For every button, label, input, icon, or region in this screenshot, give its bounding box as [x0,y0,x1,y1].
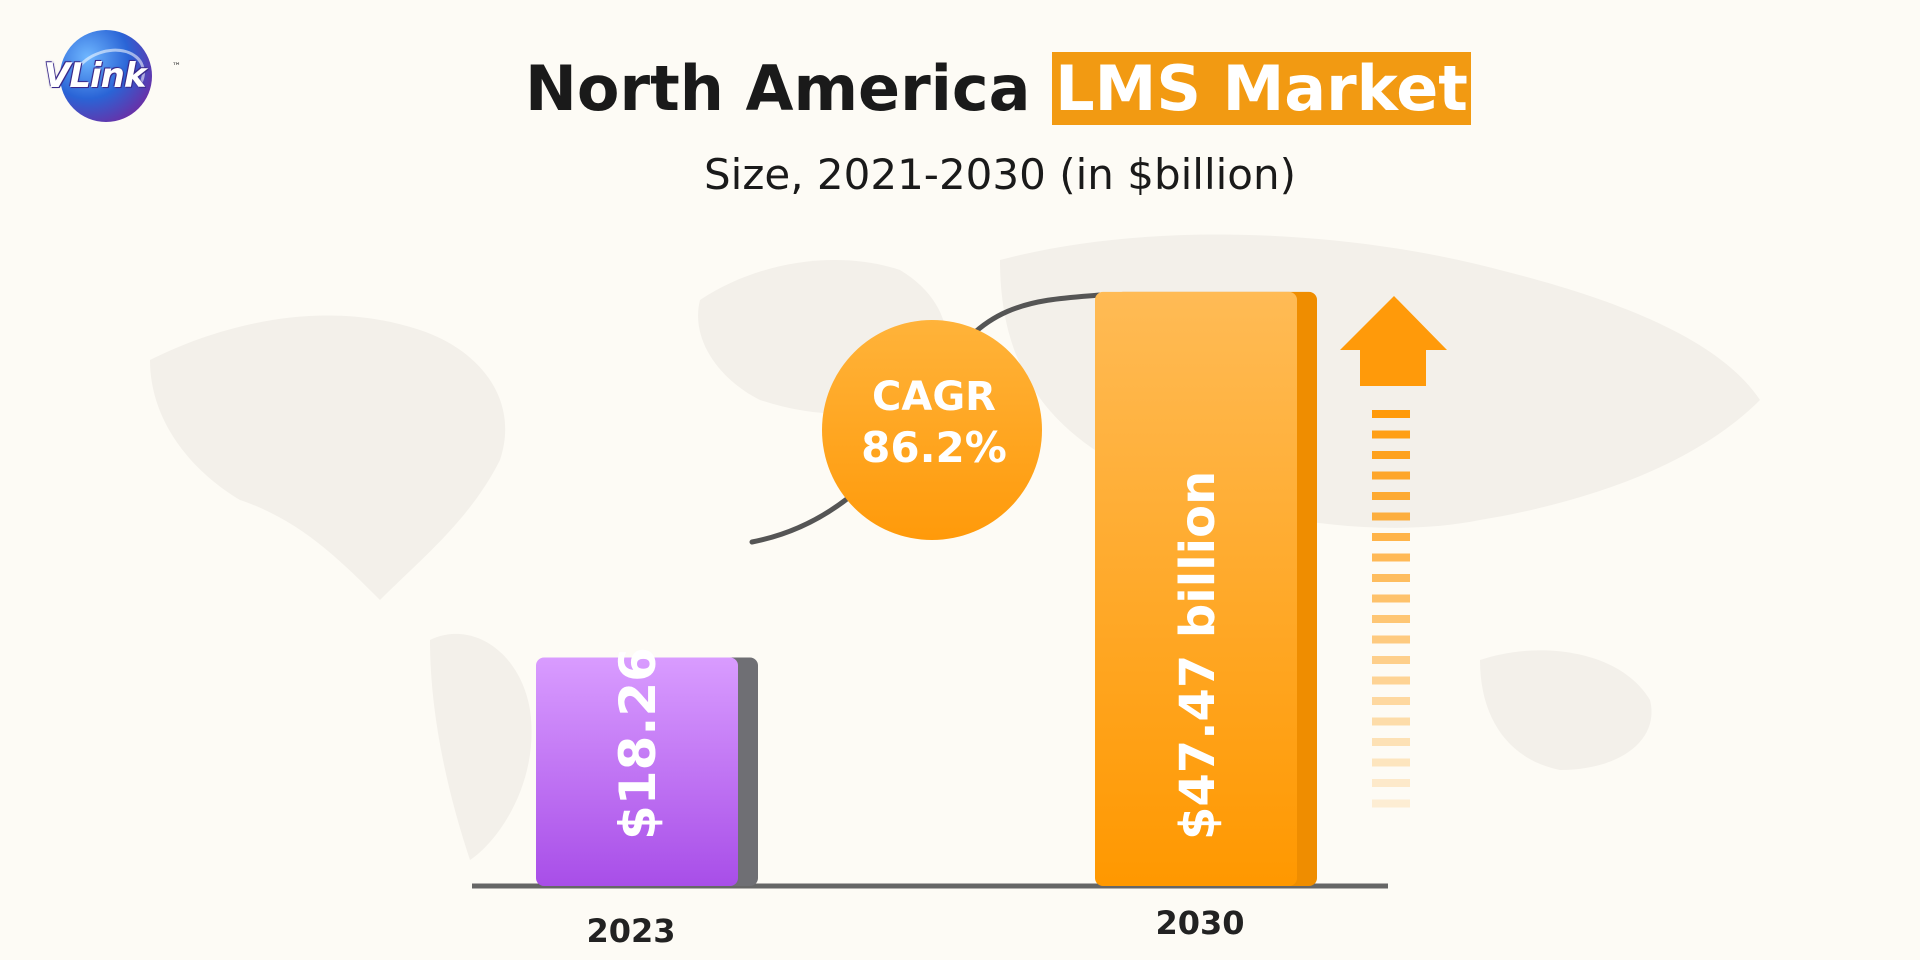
bar-2030 [1095,291,1297,886]
arrow-dash [1372,574,1410,582]
bar-group-2023 [536,657,758,886]
arrow-dash [1372,553,1410,562]
arrow-dash [1372,799,1410,808]
arrow-dash [1372,492,1410,500]
logo-text: VLink [44,56,146,96]
arrow-dash [1372,758,1410,767]
data-label-2030: $47.47 billion [1170,471,1226,840]
arrow-dash [1372,512,1410,521]
vlink-logo: VLink ™ [40,26,190,126]
up-arrow-icon [1340,296,1447,808]
page-title: North America LMS Market [0,52,1920,125]
arrow-dash [1372,615,1410,623]
bar-2023 [536,657,738,886]
bar-group-2030 [1095,291,1317,886]
cagr-label: CAGR [872,374,996,420]
arrow-dash-tail [1372,410,1410,808]
title-main: North America [525,52,1031,125]
arrow-dash [1372,410,1410,418]
title-highlight: LMS Market [1052,52,1471,125]
arrow-dash [1372,471,1410,480]
arrow-dash [1372,697,1410,705]
x-tick-label-2030: 2030 [1155,904,1244,942]
page-subtitle: Size, 2021-2030 (in $billion) [704,150,1296,199]
arrow-dash [1372,676,1410,685]
cagr-badge: CAGR 86.2% [822,320,1042,540]
logo-trademark: ™ [172,62,181,72]
x-tick-label-2023: 2023 [586,912,675,950]
arrow-dash [1372,451,1410,459]
arrow-dash [1372,656,1410,664]
arrow-dash [1372,717,1410,726]
arrow-dash [1372,779,1410,787]
arrow-dash [1372,738,1410,746]
arrow-dash [1372,594,1410,603]
globe-logo-icon [60,30,152,122]
data-label-2023: $18.26 [609,647,667,840]
arrow-dash [1372,430,1410,439]
cagr-value: 86.2% [861,423,1007,472]
arrow-dash [1372,635,1410,644]
arrow-dash [1372,533,1410,541]
